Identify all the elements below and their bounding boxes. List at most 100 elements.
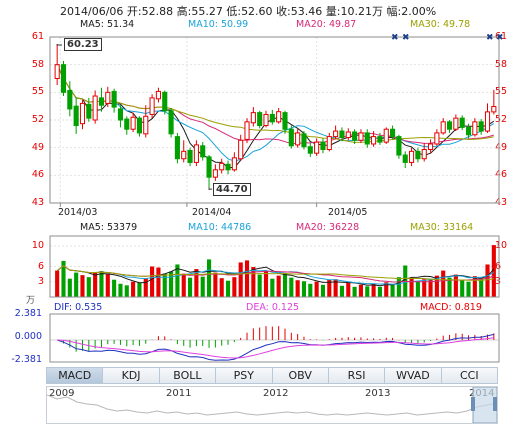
tab-obv[interactable]: OBV (272, 367, 329, 384)
nav-year-2012: 2012 (263, 388, 289, 399)
tab-kdj[interactable]: KDJ (103, 367, 160, 384)
high-value: 55.27 (191, 5, 223, 18)
volume-bar (124, 285, 129, 297)
price-tick-right: 55 (495, 86, 508, 98)
volume-ma20: MA20: 36228 (296, 222, 360, 233)
candle-body (181, 150, 187, 160)
volume-ma30: MA30: 33164 (410, 222, 474, 233)
volume-tick-left: 3 (37, 275, 44, 287)
candle-body (136, 117, 142, 134)
price-ma-lines (56, 64, 495, 169)
volume-bar (181, 273, 186, 297)
price-tick-right: 58 (495, 58, 508, 70)
close-label: 收: (276, 5, 291, 18)
volume-bar (409, 277, 414, 297)
volume-bar (333, 279, 338, 297)
volume-bar (428, 278, 433, 297)
date-label-apr: 2014/04 (192, 207, 232, 218)
volume-bar (206, 259, 212, 297)
price-tick-left: 61 (31, 31, 44, 42)
quote-header: 2014/06/06 开:52.88 高:55.27 低:52.60 收:53.… (60, 3, 436, 19)
candle-body (250, 112, 256, 124)
kline-chart[interactable] (0, 0, 520, 365)
price-ma5-line (56, 64, 495, 169)
volume-bar (339, 285, 345, 297)
volume-bar (93, 272, 98, 297)
volume-bar (137, 282, 142, 297)
tab-psy[interactable]: PSY (216, 367, 273, 384)
volume-bar (441, 270, 446, 297)
candle-body (238, 139, 244, 160)
macd-legend: DIF: 0.535 DEA: 0.125 MACD: 0.819 (50, 302, 500, 314)
tab-macd[interactable]: MACD (46, 367, 104, 384)
zoom-in-icon[interactable]: ✖ (391, 33, 399, 43)
volume-bar (365, 286, 370, 297)
zoom-out-icon[interactable]: ✖ (402, 33, 410, 43)
volume-bar (422, 279, 427, 297)
volume-bar (162, 273, 167, 297)
pan-left-icon[interactable]: ✖ (486, 33, 494, 43)
volume-bar (371, 283, 376, 297)
low-value: 52.60 (241, 5, 273, 18)
candle-body (105, 91, 111, 104)
volume-bar (352, 286, 357, 297)
volume-bar (61, 260, 66, 297)
volume-bar (289, 277, 294, 297)
candle-body (149, 97, 155, 115)
volume-bar (74, 272, 79, 297)
macd-value: MACD: 0.819 (420, 302, 482, 313)
candle-body (339, 130, 345, 139)
candle-body (67, 89, 73, 110)
volume-bar (301, 281, 307, 297)
dea-line (57, 337, 494, 359)
candle-body (472, 121, 478, 136)
candle-body (320, 141, 326, 151)
candle-body (276, 111, 282, 123)
navigator-handle-right (493, 397, 497, 411)
volume-bar (257, 274, 262, 297)
candle-body (231, 157, 237, 171)
tab-boll[interactable]: BOLL (159, 367, 217, 384)
candle-body (257, 112, 263, 127)
volume-bar (143, 278, 148, 297)
candle-body (301, 133, 307, 148)
candle-body (326, 136, 332, 151)
macd-axis-zero: 0.000 (14, 331, 42, 342)
candle-body (111, 90, 117, 108)
chart-frames (49, 36, 500, 363)
pan-right-icon[interactable]: ✖ (496, 33, 504, 43)
candle-body (314, 141, 320, 154)
range-navigator[interactable]: 2009 2011 2012 2013 2014 (46, 386, 498, 424)
candle-body (117, 108, 124, 121)
volume-bar (244, 260, 250, 297)
volume-bar (213, 272, 218, 297)
navigator-sparkline (47, 387, 497, 423)
volume-value: 10.21万 (340, 5, 384, 18)
volume-bar (238, 262, 243, 297)
dif-line (57, 333, 494, 361)
candle-body (200, 145, 206, 158)
volume-ma10: MA10: 44786 (188, 222, 252, 233)
low-label: 低: (226, 5, 242, 18)
volume-bar (460, 279, 465, 297)
price-ma5: MA5: 51.34 (80, 19, 135, 30)
volume-bar (105, 274, 110, 297)
candle-body (491, 106, 497, 113)
candle-body (124, 118, 130, 130)
date-label-mar: 2014/03 (58, 207, 98, 218)
high-label: 高: (176, 5, 192, 18)
price-ma20: MA20: 49.87 (296, 19, 357, 30)
candle-body (465, 126, 472, 136)
volume-bar (396, 277, 401, 297)
macd-axis-bottom: -2.381 (11, 354, 42, 365)
price-tick-left: 46 (31, 169, 44, 181)
panel-frame (49, 36, 500, 204)
tab-cci[interactable]: CCI (441, 367, 498, 384)
candle-body (79, 102, 86, 125)
tab-wvad[interactable]: WVAD (385, 367, 442, 384)
volume-bar (156, 267, 161, 297)
tab-rsi[interactable]: RSI (328, 367, 386, 384)
volume-bar (80, 275, 85, 297)
candle-body (459, 117, 465, 128)
candle-body (86, 103, 92, 119)
